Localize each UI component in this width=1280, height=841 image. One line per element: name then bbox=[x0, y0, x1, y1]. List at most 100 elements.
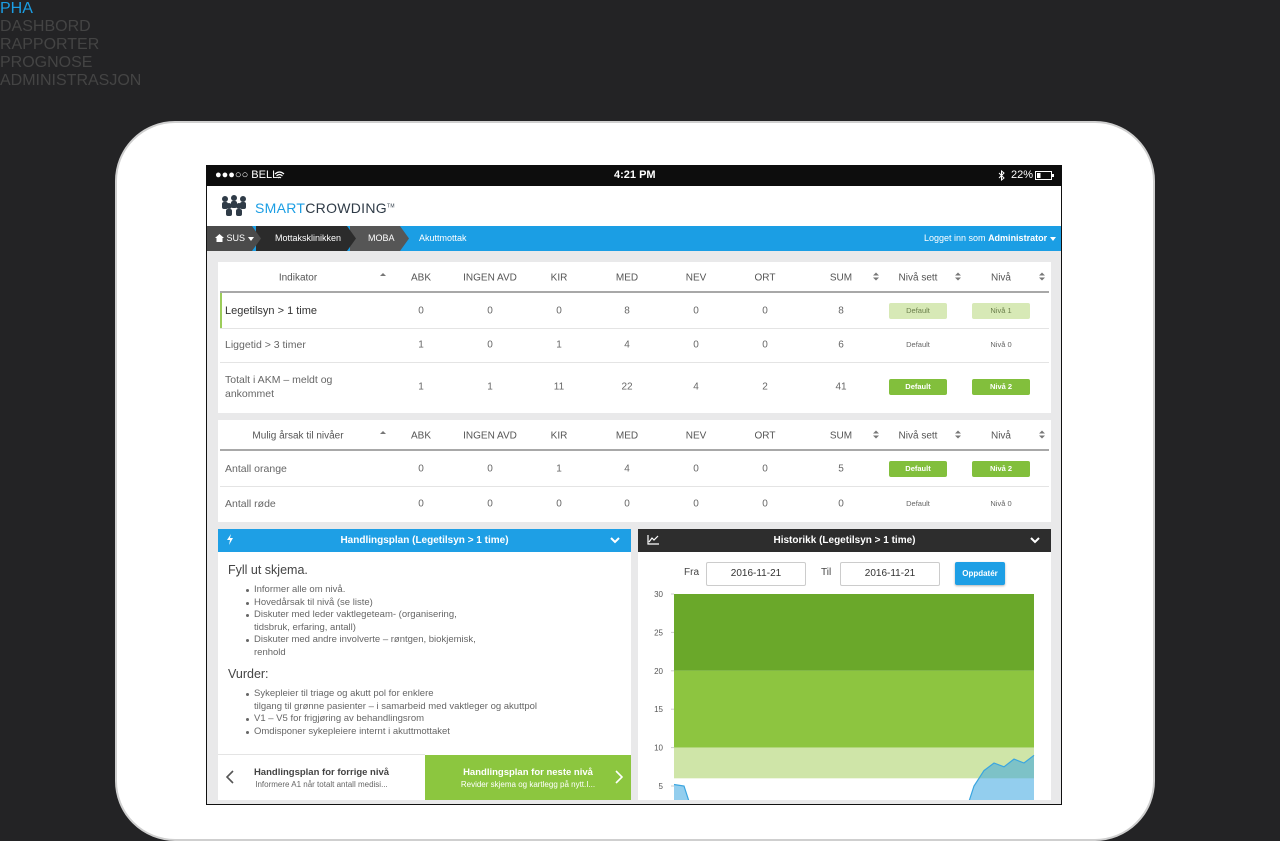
row-divider bbox=[220, 328, 1049, 329]
cell-value: 1 bbox=[556, 463, 562, 474]
cell-value: 1 bbox=[418, 339, 424, 351]
cell-value: 6 bbox=[838, 339, 844, 351]
level-set-badge[interactable]: Default bbox=[889, 302, 947, 319]
sort-icon[interactable] bbox=[380, 272, 386, 281]
sort-glyph bbox=[955, 430, 961, 439]
sort-glyph bbox=[1039, 272, 1045, 281]
cell-value: 0 bbox=[556, 305, 562, 316]
column-header: ABK bbox=[410, 430, 432, 442]
column-header: MED bbox=[615, 430, 639, 442]
row-label: Liggetid > 3 timer bbox=[225, 339, 306, 351]
history-chart: 5 10 15 20 25 30 bbox=[654, 590, 1035, 800]
nav-link[interactable]: PHA bbox=[0, 0, 33, 17]
nav-link[interactable]: RAPPORTER bbox=[0, 36, 100, 53]
nav-link[interactable]: PROGNOSE bbox=[0, 54, 93, 71]
sort-icon[interactable] bbox=[955, 272, 961, 281]
level-set-badge[interactable]: Default bbox=[906, 498, 930, 508]
cell-value: 0 bbox=[556, 498, 562, 509]
nav-link[interactable]: DASHBORD bbox=[0, 18, 91, 35]
history-title: Historikk (Legetilsyn > 1 time) bbox=[773, 535, 916, 546]
sort-icon[interactable] bbox=[380, 430, 386, 439]
cell-value: 5 bbox=[838, 463, 844, 474]
level-set-badge[interactable]: Default bbox=[906, 340, 930, 349]
collapse-toggle[interactable] bbox=[1030, 537, 1040, 544]
column-header: ORT bbox=[754, 430, 776, 442]
plan-heading: Vurder: bbox=[228, 667, 269, 681]
chevron-left bbox=[226, 770, 234, 784]
level-badge[interactable]: Nivå 2 bbox=[972, 460, 1030, 477]
cell-value: 1 bbox=[418, 381, 424, 393]
column-header: INGEN AVD bbox=[463, 430, 517, 442]
from-date-input[interactable]: 2016-11-21 bbox=[706, 562, 806, 586]
cell-value: 0 bbox=[693, 463, 699, 474]
cell-value: 0 bbox=[762, 498, 768, 509]
login-user: Administrator bbox=[988, 233, 1048, 243]
breadcrumb-text: MOBA bbox=[368, 233, 395, 243]
cell-value: 0 bbox=[487, 339, 493, 351]
header-rule bbox=[220, 449, 1049, 451]
cell-value: 0 bbox=[838, 498, 844, 509]
login-menu[interactable]: Logget inn som Administrator bbox=[924, 226, 1056, 251]
app-header: SMARTCROWDINGTM bbox=[207, 186, 1061, 226]
cell-value: 22 bbox=[621, 381, 633, 393]
plan-item: Informer alle om nivå. bbox=[246, 584, 494, 597]
breadcrumb-current: Akuttmottak bbox=[419, 233, 467, 243]
plan-list: Sykepleier til triage og akutt pol for e… bbox=[246, 688, 554, 739]
logo-icon bbox=[222, 195, 246, 216]
home-icon bbox=[215, 234, 224, 242]
cell-value: 0 bbox=[418, 463, 424, 474]
prev-plan-button[interactable]: Handlingsplan for forrige nivå Informere… bbox=[218, 755, 425, 800]
sort-icon[interactable] bbox=[873, 430, 879, 439]
to-date-input[interactable]: 2016-11-21 bbox=[840, 562, 940, 586]
sort-glyph bbox=[380, 273, 386, 276]
chevron-right bbox=[615, 770, 623, 784]
sort-icon[interactable] bbox=[955, 430, 961, 439]
cell-value: 0 bbox=[762, 339, 768, 351]
level-set-badge[interactable]: Default bbox=[889, 379, 947, 395]
bluetooth-icon bbox=[998, 170, 1005, 181]
sort-glyph bbox=[1039, 430, 1045, 439]
y-tick-label: 15 bbox=[654, 705, 663, 714]
level-badge[interactable]: Nivå 0 bbox=[990, 498, 1012, 508]
next-plan-button[interactable]: Handlingsplan for neste nivå Revider skj… bbox=[425, 755, 631, 800]
plan-item: Omdisponer sykepleiere internt i akuttmo… bbox=[246, 726, 554, 739]
divider bbox=[218, 754, 425, 755]
breadcrumb-text: SUS bbox=[226, 233, 246, 243]
breadcrumb-item[interactable]: SUS bbox=[207, 226, 261, 251]
plan-header: Handlingsplan (Legetilsyn > 1 time) bbox=[218, 529, 631, 552]
cell-value: 0 bbox=[693, 339, 699, 351]
breadcrumb-text: Mottaksklinikken bbox=[275, 233, 342, 243]
level-badge[interactable]: Nivå 0 bbox=[990, 340, 1012, 349]
column-header: ORT bbox=[754, 272, 776, 284]
level-set-badge[interactable]: Default bbox=[889, 460, 947, 477]
prev-plan-title: Handlingsplan for forrige nivå bbox=[253, 767, 390, 778]
nav-link[interactable]: ADMINISTRASJON bbox=[0, 72, 142, 89]
to-label: Til bbox=[821, 567, 832, 578]
clock: 4:21 PM bbox=[614, 169, 656, 181]
cell-value: 0 bbox=[418, 498, 424, 509]
level-band bbox=[674, 747, 1034, 779]
row-label: Antall røde bbox=[225, 497, 276, 510]
level-badge[interactable]: Nivå 2 bbox=[972, 379, 1030, 395]
cell-value: 0 bbox=[487, 498, 493, 509]
level-badge[interactable]: Nivå 1 bbox=[972, 302, 1030, 319]
selected-marker bbox=[220, 293, 222, 328]
plan-item: Sykepleier til triage og akutt pol for e… bbox=[246, 688, 554, 713]
breadcrumb-item[interactable]: Mottaksklinikken bbox=[256, 226, 356, 251]
cell-value: 2 bbox=[762, 381, 768, 393]
cell-value: 0 bbox=[693, 498, 699, 509]
update-button[interactable]: Oppdatér bbox=[955, 562, 1005, 585]
sort-icon[interactable] bbox=[1039, 272, 1045, 281]
collapse-toggle[interactable] bbox=[610, 537, 620, 544]
column-header: Nivå bbox=[990, 430, 1012, 442]
sort-icon[interactable] bbox=[1039, 430, 1045, 439]
main-nav: PHA DASHBORD RAPPORTER PROGNOSE ADMINISTRASJ… bbox=[0, 0, 1280, 90]
status-bar: ●●●○○ BELL 4:21 PM 22% bbox=[206, 165, 1062, 186]
plan-list: Informer alle om nivå. Hovedårsak til niv… bbox=[246, 584, 494, 659]
sort-icon[interactable] bbox=[873, 272, 879, 281]
breadcrumb-item[interactable]: MOBA bbox=[350, 226, 409, 251]
column-header: Indikator bbox=[278, 272, 318, 284]
y-tick-label: 25 bbox=[654, 628, 663, 637]
from-label: Fra bbox=[684, 567, 699, 578]
y-tick-label: 10 bbox=[654, 744, 663, 753]
